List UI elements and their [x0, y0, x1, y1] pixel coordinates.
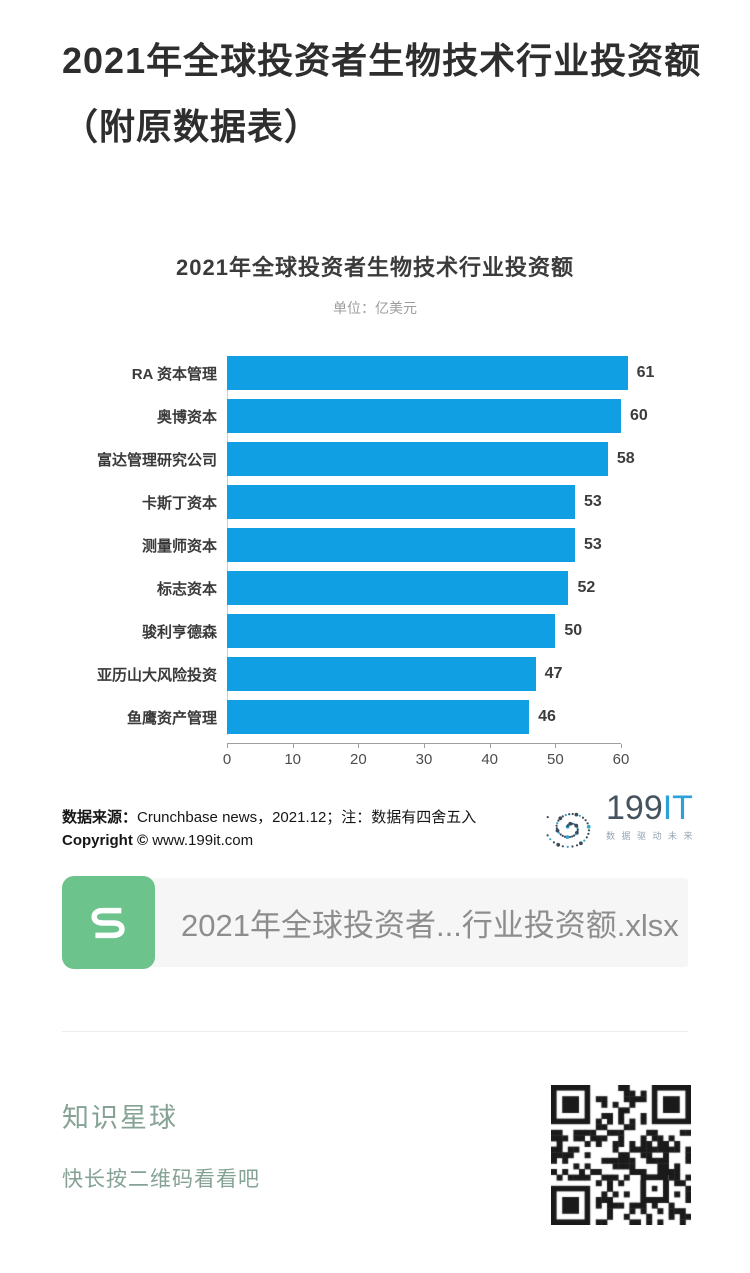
bar-track: 60 — [227, 399, 688, 433]
bar-track: 46 — [227, 700, 688, 734]
data-source-text: Crunchbase news，2021.12；注：数据有四舍五入 — [137, 809, 477, 826]
bar-category-label: RA 资本管理 — [131, 365, 217, 383]
chart-bar-row: RA 资本管理 61 — [62, 356, 688, 390]
x-axis-tick-mark — [424, 744, 425, 748]
brand-it: IT — [662, 789, 693, 827]
chart-bar-row: 测量师资本 53 — [62, 528, 688, 562]
bar-value-label: 52 — [577, 579, 596, 596]
bar-track: 53 — [227, 485, 688, 519]
logo-dandelion-icon — [546, 812, 591, 848]
x-axis-tick-mark — [358, 744, 360, 748]
bar — [227, 614, 556, 648]
chart-bar-row: 卡斯丁资本 53 — [62, 485, 688, 519]
bar-track: 58 — [227, 442, 688, 476]
bar-value-label: 50 — [564, 622, 583, 639]
attachment-filename[interactable]: 2021年全球投资者...行业投资额.xlsx — [181, 908, 679, 943]
attachment-card[interactable]: 2021年全球投资者...行业投资额.xlsx — [62, 876, 688, 969]
chart-rows: RA 资本管理 61 奥博资本 60 富达管理研究公司 58 卡斯丁资本 53 测量师资本 53 标… — [62, 356, 688, 734]
article-title-line-1: 2021年全球投资者生物技术行业投资额 — [62, 40, 702, 81]
chart-bar-row: 骏利亨德森 50 — [62, 614, 688, 648]
chart-source: 数据来源：Crunchbase news，2021.12；注：数据有四舍五入 C… — [62, 806, 476, 852]
x-axis-tick-label: 10 — [284, 751, 301, 768]
bar-track: 52 — [227, 571, 688, 605]
spreadsheet-file-icon[interactable] — [62, 876, 155, 969]
bar — [227, 442, 608, 476]
chart-bar-row: 标志资本 52 — [62, 571, 688, 605]
promo-subtitle: 快长按二维码看看吧 — [62, 1168, 260, 1191]
x-axis-tick-label: 20 — [349, 751, 367, 768]
brand-tagline: 数据驱动未来 — [606, 831, 700, 841]
bar — [227, 700, 530, 734]
bar-category-label: 卡斯丁资本 — [141, 494, 217, 512]
brand-logo: 199IT 数据驱动未来 — [546, 790, 699, 856]
x-axis-tick-label: 30 — [415, 751, 433, 768]
x-axis-tick-mark — [227, 744, 228, 748]
brand-text: 199IT 数据驱动未来 — [606, 790, 699, 842]
spreadsheet-s-glyph-icon — [90, 907, 125, 938]
copyright-text: www.199it.com — [152, 832, 254, 849]
x-axis-tick-mark — [489, 744, 491, 748]
qr-code[interactable] — [551, 1085, 691, 1225]
copyright-label: Copyright © — [62, 832, 149, 849]
bar-track: 47 — [227, 657, 688, 691]
article-title-line-2: （附原数据表） — [62, 106, 322, 147]
chart-title: 2021年全球投资者生物技术行业投资额 — [176, 255, 574, 280]
bar-value-label: 58 — [616, 450, 635, 467]
x-axis-tick-label: 50 — [546, 751, 564, 768]
bar-category-label: 测量师资本 — [141, 537, 217, 555]
bar-value-label: 61 — [636, 364, 655, 381]
bar-category-label: 亚历山大风险投资 — [96, 666, 217, 684]
bar-chart: RA 资本管理 61 奥博资本 60 富达管理研究公司 58 卡斯丁资本 53 测量师资本 53 标… — [62, 356, 688, 784]
bar-value-label: 46 — [538, 708, 556, 725]
bar-category-label: 标志资本 — [156, 580, 217, 598]
x-axis-tick-label: 60 — [612, 751, 630, 768]
bar — [227, 528, 576, 562]
x-axis-tick-mark — [555, 744, 557, 748]
brand-name: 199IT — [606, 790, 699, 826]
bar-track: 53 — [227, 528, 688, 562]
promo-title: 知识星球 — [62, 1103, 178, 1133]
chart-bar-row: 富达管理研究公司 58 — [62, 442, 688, 476]
x-axis-tick-mark — [621, 744, 622, 748]
section-divider — [62, 1031, 688, 1032]
bar-value-label: 53 — [584, 493, 602, 510]
bar-category-label: 富达管理研究公司 — [96, 451, 217, 469]
chart-x-axis: 0 10 20 30 40 50 60 — [223, 743, 629, 784]
x-axis-tick-mark — [292, 744, 294, 748]
bar-category-label: 奥博资本 — [156, 408, 217, 426]
bar-category-label: 鱼鹰资产管理 — [126, 709, 217, 727]
bar — [227, 485, 576, 519]
x-axis-tick-label: 0 — [222, 751, 232, 768]
bar-track: 50 — [227, 614, 688, 648]
chart-unit-subtitle: 单位：亿美元 — [333, 300, 417, 316]
copyright-line: Copyright © www.199it.com — [62, 829, 476, 852]
brand-number: 199 — [606, 789, 663, 827]
bar — [227, 399, 621, 433]
bar — [227, 356, 628, 390]
bar-track: 61 — [227, 356, 688, 390]
x-axis-tick-label: 40 — [481, 751, 498, 768]
data-source-line: 数据来源：Crunchbase news，2021.12；注：数据有四舍五入 — [62, 806, 476, 829]
article-title: 2021年全球投资者生物技术行业投资额 （附原数据表） — [62, 28, 702, 160]
bar — [227, 657, 536, 691]
bar-value-label: 47 — [544, 665, 563, 682]
bar — [227, 571, 569, 605]
attachment-filename-bar[interactable]: 2021年全球投资者...行业投资额.xlsx — [149, 878, 688, 967]
bar-category-label: 骏利亨德森 — [141, 623, 217, 641]
chart-bar-row: 奥博资本 60 — [62, 399, 688, 433]
data-source-label: 数据来源： — [62, 809, 138, 826]
chart-bar-row: 鱼鹰资产管理 46 — [62, 700, 688, 734]
chart-bar-row: 亚历山大风险投资 47 — [62, 657, 688, 691]
bar-value-label: 53 — [584, 536, 602, 553]
bar-value-label: 60 — [630, 407, 648, 424]
